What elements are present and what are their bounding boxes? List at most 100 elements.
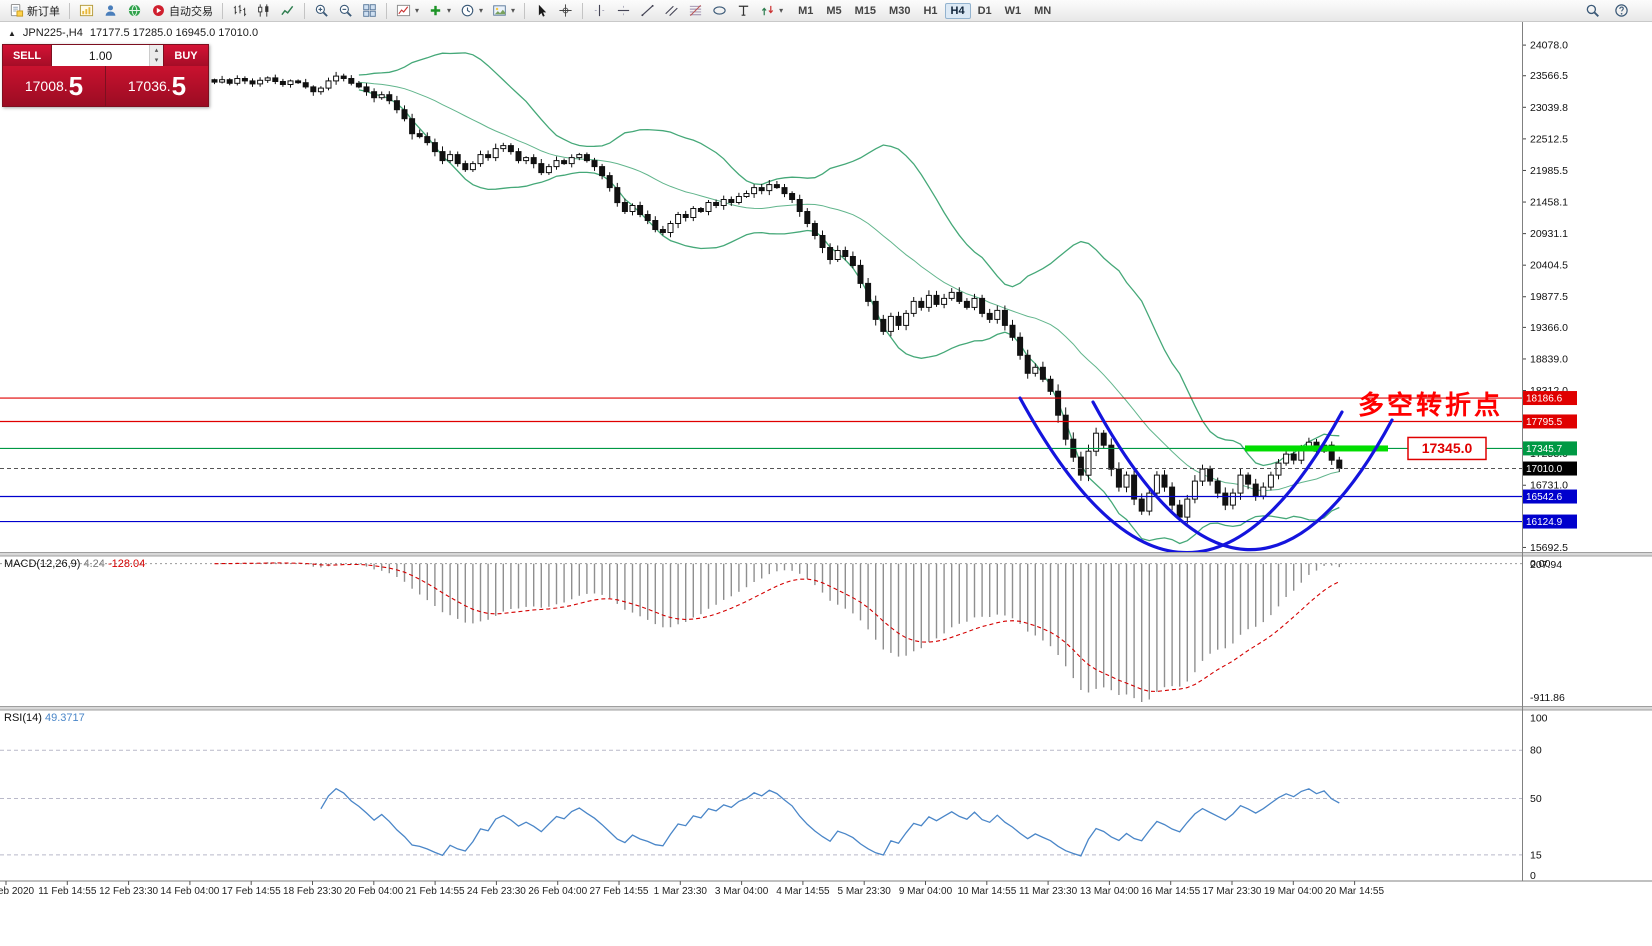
timeframe-w1[interactable]: W1 <box>1004 4 1022 17</box>
bar-chart-button[interactable] <box>228 0 251 21</box>
channel-button[interactable] <box>660 0 683 21</box>
one-click-collapse-icon[interactable]: ▲ <box>8 28 16 38</box>
autotrading-icon <box>151 3 166 18</box>
zoom-in-button[interactable] <box>310 0 333 21</box>
tile-windows-button[interactable] <box>358 0 381 21</box>
one-click-trading-panel: SELL ▴ ▾ BUY 17008.5 17036.5 <box>2 44 209 107</box>
buy-button[interactable]: BUY <box>164 45 208 66</box>
buy-price-button[interactable]: 17036. 5 <box>105 66 208 106</box>
arrows-icon <box>760 3 775 18</box>
arrows-button[interactable]: ▾ <box>756 0 787 21</box>
volume-control: ▴ ▾ <box>51 45 164 66</box>
autotrading-button[interactable]: 自动交易 <box>147 0 217 21</box>
time-axis-label: 3 Mar 04:00 <box>715 886 769 897</box>
community-button[interactable] <box>123 0 146 21</box>
time-axis-label: 27 Feb 14:55 <box>590 886 649 897</box>
toolbar-separator <box>524 2 526 19</box>
crosshair-button[interactable] <box>554 0 577 21</box>
profile-button[interactable] <box>99 0 122 21</box>
time-axis-label: 17 Feb 14:55 <box>222 886 281 897</box>
shapes-icon <box>712 3 727 18</box>
rsi-axis-label: 80 <box>1530 745 1542 757</box>
zoom-out-button[interactable] <box>334 0 357 21</box>
time-axis-label: 17 Mar 23:30 <box>1203 886 1262 897</box>
autotrading-button-label: 自动交易 <box>169 5 213 18</box>
time-axis-label: 12 Feb 23:30 <box>99 886 158 897</box>
charts-button[interactable] <box>75 0 98 21</box>
line-chart-icon <box>280 3 295 18</box>
time-axis-label: 13 Mar 04:00 <box>1080 886 1139 897</box>
new-order-icon <box>9 3 24 18</box>
price-tag-label: 17010.0 <box>1526 464 1563 475</box>
price-tag <box>1523 514 1577 529</box>
vertical-line-icon <box>592 3 607 18</box>
rsi-label: RSI(14) 49.3717 <box>4 712 85 724</box>
price-tag-label: 17795.5 <box>1526 417 1563 428</box>
timeframe-m30[interactable]: M30 <box>889 4 911 17</box>
periods-button[interactable]: ▾ <box>456 0 487 21</box>
chevron-down-icon: ▾ <box>511 6 516 15</box>
timeframe-m15[interactable]: M15 <box>854 4 877 17</box>
main-toolbar: 新订单 自动交易 ▾ ▾ ▾ ▾ ▾ M1 M5 M15 M30 H1 H4 D1 W1 MN <box>0 0 1652 22</box>
price-tag <box>1523 489 1577 504</box>
profile-icon <box>103 3 118 18</box>
price-tick-label: 23566.5 <box>1530 70 1568 82</box>
volume-spinner: ▴ ▾ <box>149 45 163 66</box>
trendline-button[interactable] <box>636 0 659 21</box>
time-axis-label: 21 Feb 14:55 <box>406 886 465 897</box>
fibonacci-button[interactable] <box>684 0 707 21</box>
price-axis: 24078.0 23566.5 23039.8 22512.5 21985.5 21458… <box>1522 40 1568 554</box>
price-tick-label: 19877.5 <box>1530 291 1568 303</box>
timeframe-h1[interactable]: H1 <box>923 4 938 17</box>
price-tick-label: 23039.8 <box>1530 102 1568 114</box>
line-chart-button[interactable] <box>276 0 299 21</box>
shapes-button[interactable] <box>708 0 731 21</box>
time-axis-label: 4 Mar 14:55 <box>776 886 830 897</box>
timeframe-mn[interactable]: MN <box>1034 4 1052 17</box>
timeframe-h4[interactable]: H4 <box>944 2 971 19</box>
vertical-line-button[interactable] <box>588 0 611 21</box>
price-tick-label: 15692.5 <box>1530 542 1568 554</box>
new-order-button[interactable]: 新订单 <box>5 0 64 21</box>
price-tag-label: 16542.6 <box>1526 492 1563 503</box>
price-tick-label: 21985.5 <box>1530 165 1568 177</box>
search-button[interactable] <box>1581 0 1604 21</box>
horizontal-line-button[interactable] <box>612 0 635 21</box>
volume-down-button[interactable]: ▾ <box>150 55 163 66</box>
time-axis-label: 20 Feb 04:00 <box>344 886 403 897</box>
search-icon <box>1585 3 1600 18</box>
time-axis-label: 11 Mar 23:30 <box>1019 886 1078 897</box>
timeframe-m5[interactable]: M5 <box>826 4 842 17</box>
time-axis-label: 26 Feb 04:00 <box>528 886 587 897</box>
macd-label: MACD(12,26,9) 4.24 -128.04 <box>4 558 145 570</box>
bar-chart-icon <box>232 3 247 18</box>
chart-symbol-period: JPN225-,H4 <box>22 27 83 39</box>
help-button[interactable] <box>1610 0 1633 21</box>
toolbar-separator <box>582 2 584 19</box>
add-indicator-button[interactable]: ▾ <box>424 0 455 21</box>
price-tick-label: 21458.1 <box>1530 197 1568 209</box>
cursor-button[interactable] <box>530 0 553 21</box>
rsi-axis-label: 50 <box>1530 793 1542 805</box>
candle-chart-button[interactable] <box>252 0 275 21</box>
sell-price-button[interactable]: 17008. 5 <box>3 66 105 106</box>
price-tick-label: 19366.0 <box>1530 322 1568 334</box>
toolbar-separator <box>69 2 70 19</box>
chevron-down-icon: ▾ <box>779 6 784 15</box>
indicators-button[interactable]: ▾ <box>392 0 423 21</box>
buy-price-main: 17036 <box>127 78 167 94</box>
buy-price-big-digit: 5 <box>171 71 187 101</box>
templates-button[interactable]: ▾ <box>488 0 519 21</box>
volume-up-button[interactable]: ▴ <box>150 45 163 56</box>
price-tick-label: 20404.5 <box>1530 260 1568 272</box>
sell-button[interactable]: SELL <box>3 45 51 66</box>
text-button[interactable] <box>732 0 755 21</box>
volume-input[interactable] <box>52 45 149 66</box>
timeframe-m1[interactable]: M1 <box>798 4 814 17</box>
timeframe-d1[interactable]: D1 <box>977 4 992 17</box>
chart-ohlc-values: 17177.5 17285.0 16945.0 17010.0 <box>89 27 259 39</box>
time-axis-label: 19 Mar 04:00 <box>1264 886 1323 897</box>
